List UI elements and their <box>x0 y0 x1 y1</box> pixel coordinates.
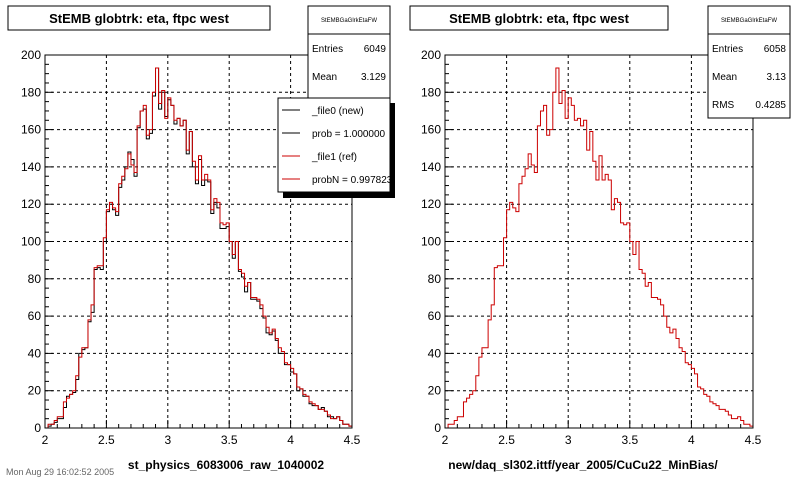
x-tick-label: 4.5 <box>745 433 762 447</box>
x-tick-label: 2 <box>42 433 49 447</box>
legend-label: _file0 (new) <box>311 106 364 117</box>
stats-label-entries: Entries <box>712 44 743 55</box>
y-tick-label: 200 <box>21 48 41 62</box>
x-tick-label: 3 <box>164 433 171 447</box>
legend-label: probN = 0.997823 <box>312 175 393 186</box>
y-tick-label: 20 <box>428 384 442 398</box>
stats-value-entries: 6058 <box>764 44 787 55</box>
series-group <box>45 67 352 429</box>
x-tick-label: 3.5 <box>221 433 238 447</box>
title-box: StEMB globtrk: eta, ftpc west <box>7 5 271 31</box>
y-tick-label: 140 <box>21 160 41 174</box>
axes: 2 2.5 3 3.5 4 4.5 0 20 40 60 80 100 120 140 160 180 200 <box>21 48 361 447</box>
footer-timestamp: Mon Aug 29 16:02:52 2005 <box>6 467 115 477</box>
x-tick-label: 3 <box>565 433 572 447</box>
legend-box: _file0 (new) prob = 1.000000 _file1 (ref… <box>277 97 395 198</box>
stats-value-rms: 0.4285 <box>755 100 786 111</box>
x-axis-label: new/daq_sl302.ittf/year_2005/CuCu22_MinB… <box>448 458 718 472</box>
stats-name: StEMBGaGlrkEtaFW <box>321 18 377 24</box>
axes: 2 2.5 3 3.5 4 4.5 0 20 40 60 80 100 120 140 160 180 200 <box>421 48 762 447</box>
y-tick-label: 0 <box>34 421 41 435</box>
y-tick-label: 160 <box>421 123 441 137</box>
y-tick-label: 120 <box>421 197 441 211</box>
y-tick-label: 40 <box>428 346 442 360</box>
histogram-series-ref <box>445 67 753 429</box>
y-tick-label: 180 <box>421 85 441 99</box>
y-tick-label: 20 <box>28 384 42 398</box>
histogram-series-ref <box>45 67 352 429</box>
stats-label-mean: Mean <box>312 72 337 83</box>
y-tick-label: 180 <box>21 85 41 99</box>
y-tick-label: 60 <box>428 309 442 323</box>
x-tick-label: 2.5 <box>498 433 515 447</box>
x-axis-label: st_physics_6083006_raw_1040002 <box>128 458 324 472</box>
y-tick-label: 0 <box>434 421 441 435</box>
x-tick-label: 4 <box>688 433 695 447</box>
y-tick-label: 200 <box>421 48 441 62</box>
grid <box>445 55 753 428</box>
stats-label-entries: Entries <box>312 44 343 55</box>
histogram-panel-left: 2 2.5 3 3.5 4 4.5020406080100120140160180200 … <box>7 5 395 472</box>
stats-value-mean: 3.13 <box>767 72 787 83</box>
y-tick-label: 60 <box>28 309 42 323</box>
y-tick-label: 100 <box>421 235 441 249</box>
histogram-panel-right: 2 2.5 3 3.5 4 4.5020406080100120140160180200 … <box>409 5 791 472</box>
chart-title: StEMB globtrk: eta, ftpc west <box>49 11 230 26</box>
y-tick-label: 120 <box>21 197 41 211</box>
stats-name: StEMBGaGlrkEtaFW <box>721 18 777 24</box>
plot-frame <box>444 54 754 429</box>
x-tick-label: 4 <box>287 433 294 447</box>
y-tick-label: 80 <box>428 272 442 286</box>
y-tick-label: 40 <box>28 346 42 360</box>
x-tick-label: 3.5 <box>621 433 638 447</box>
stats-value-entries: 6049 <box>364 44 387 55</box>
x-tick-label: 4.5 <box>344 433 361 447</box>
x-tick-label: 2.5 <box>98 433 115 447</box>
legend-label: _file1 (ref) <box>311 152 357 163</box>
y-tick-label: 160 <box>21 123 41 137</box>
title-box: StEMB globtrk: eta, ftpc west <box>409 5 669 31</box>
series-group <box>445 67 753 429</box>
x-tick-label: 2 <box>442 433 449 447</box>
stats-label-rms: RMS <box>712 100 735 111</box>
y-tick-label: 140 <box>421 160 441 174</box>
stats-value-mean: 3.129 <box>361 72 386 83</box>
y-tick-label: 100 <box>21 235 41 249</box>
chart-title: StEMB globtrk: eta, ftpc west <box>449 11 630 26</box>
stats-label-mean: Mean <box>712 72 737 83</box>
legend-label: prob = 1.000000 <box>312 129 386 140</box>
y-tick-label: 80 <box>28 272 42 286</box>
stats-box: StEMBGaGlrkEtaFW Entries 6058 Mean 3.13 … <box>707 5 791 119</box>
